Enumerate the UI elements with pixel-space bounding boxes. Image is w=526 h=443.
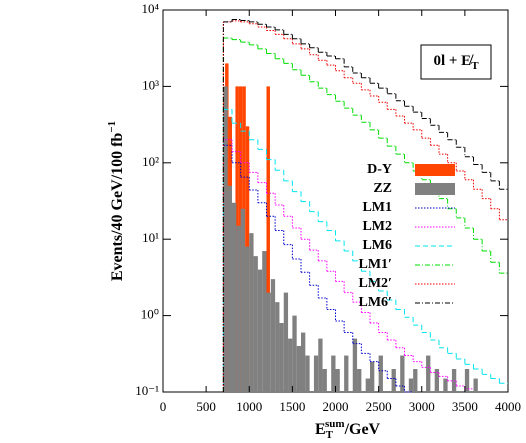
histogram-bar (266, 86, 270, 393)
y-tick-label: 10⁻¹ (135, 383, 159, 398)
histogram-bar (357, 369, 362, 392)
x-tick-label: 1500 (279, 399, 305, 414)
histogram-bar (318, 338, 323, 392)
x-tick-label: 2500 (366, 399, 392, 414)
y-tick-label: 10⁴ (141, 1, 159, 16)
histogram-bar (335, 369, 340, 392)
histogram-bar (240, 208, 245, 392)
x-tick-label: 2000 (323, 399, 349, 414)
legend-label: LM2 (362, 219, 392, 234)
histogram-bar (288, 338, 293, 392)
histogram-bar (279, 323, 284, 392)
legend-label: D-Y (367, 162, 392, 177)
histogram-bar (322, 369, 327, 392)
histogram-bar (434, 369, 439, 392)
y-tick-label: 10¹ (142, 230, 159, 245)
histogram-connector (222, 19, 500, 392)
histogram-bar (275, 302, 280, 392)
histogram-bar (266, 292, 271, 392)
legend-label: LM2′ (359, 276, 393, 291)
histogram-bar (283, 292, 289, 392)
x-tick-label: 3000 (409, 399, 435, 414)
legend-swatch (415, 183, 455, 195)
histogram-bar (257, 269, 263, 392)
x-label-sub: T (326, 429, 334, 441)
annotation-part: 0l + (433, 53, 461, 69)
histogram-bar (253, 256, 258, 392)
x-tick-label: 4000 (495, 399, 521, 414)
legend-label: LM6 (362, 238, 392, 253)
histogram-bar (262, 251, 267, 392)
histogram-bar (236, 225, 241, 392)
histogram-bar (408, 378, 414, 392)
histogram-bar (344, 355, 349, 392)
histogram-connector (222, 20, 500, 392)
y-tick-label: 10² (142, 154, 159, 169)
histogram-bar (313, 355, 319, 392)
histogram-bar (227, 185, 232, 392)
y-tick-label: 10⁰ (141, 307, 159, 322)
histogram-connector (222, 38, 500, 392)
legend-label: LM6′ (359, 295, 393, 310)
histogram-bar (413, 369, 418, 392)
histogram-bar (352, 338, 358, 392)
histogram-bar (378, 355, 383, 392)
histogram-bar (296, 346, 301, 392)
histogram-bar (305, 355, 310, 392)
plot-area (222, 19, 508, 393)
legend-label: ZZ (373, 181, 392, 196)
legend-swatch (415, 164, 455, 176)
histogram-connector (222, 109, 500, 392)
histogram-bar (331, 355, 336, 392)
x-axis-label: ETsum/GeV (315, 418, 381, 441)
annotation-box (420, 44, 492, 80)
y-label-sup: −1 (106, 121, 118, 133)
legend-label: LM1 (362, 200, 392, 215)
histogram-bar (301, 332, 306, 392)
y-axis-label: Events/40 GeV/100 fb−1 (106, 121, 126, 281)
histogram-bar (270, 279, 276, 392)
histogram-bar (426, 355, 431, 392)
y-label-part: Events/40 GeV/100 fb (109, 133, 126, 282)
histogram-bar (464, 369, 470, 392)
x-tick-label: 1000 (236, 399, 262, 414)
histogram-bar (391, 369, 396, 392)
annotation: 0l + E̸T (433, 53, 479, 71)
histogram-bar (473, 378, 478, 392)
histogram-bar (232, 202, 237, 392)
x-tick-label: 3500 (452, 399, 478, 414)
x-tick-label: 500 (196, 399, 216, 414)
x-label-part: E (315, 421, 326, 438)
histogram-bar (249, 233, 254, 392)
x-label-sup: sum (325, 418, 345, 430)
histogram-bar (292, 315, 297, 392)
histogram-bar (400, 355, 405, 392)
histogram-bar (370, 361, 375, 392)
histogram-bar (223, 86, 228, 393)
annotation-part: E̸ (461, 53, 474, 69)
histogram-bar (365, 378, 370, 392)
histogram-bar (244, 246, 250, 392)
x-tick-label: 0 (160, 399, 167, 414)
y-tick-label: 10³ (142, 77, 159, 92)
x-label-part: /GeV (344, 421, 381, 438)
histogram-bar (443, 378, 448, 392)
annotation-sub: T (471, 60, 479, 72)
legend-label: LM1′ (359, 257, 393, 272)
